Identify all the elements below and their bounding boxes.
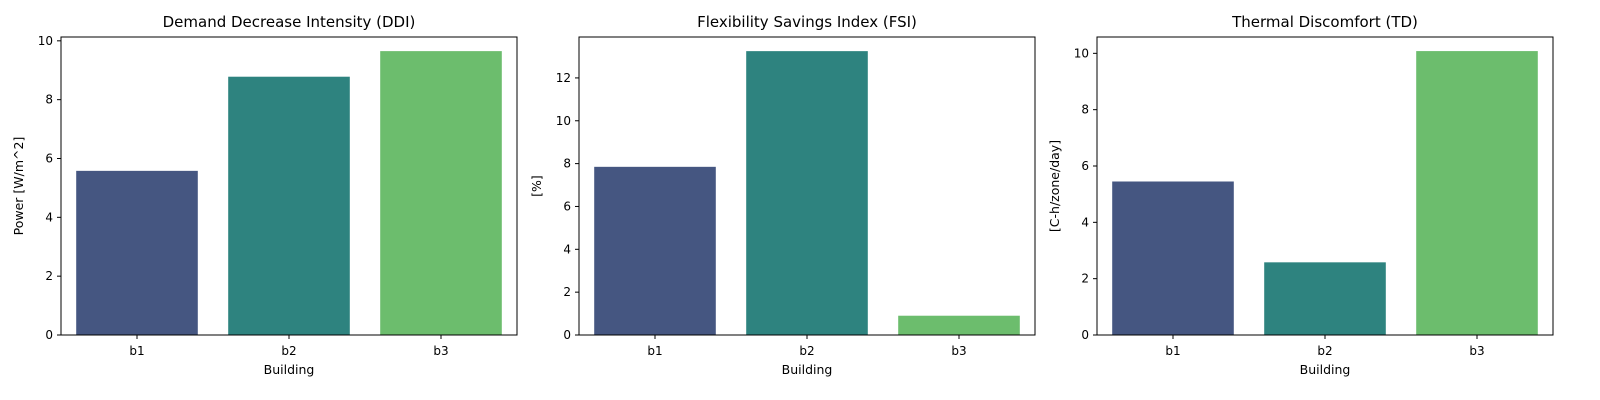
y-tick-label: 8: [563, 157, 571, 171]
bar-b1: [76, 170, 198, 335]
x-tick-label: b3: [1469, 344, 1484, 358]
y-tick-label: 8: [45, 93, 53, 107]
x-axis-label: Building: [264, 362, 315, 377]
x-tick-label: b1: [647, 344, 662, 358]
bar-b3: [380, 51, 502, 336]
y-tick-label: 2: [1081, 272, 1089, 286]
y-tick-label: 6: [1081, 159, 1089, 173]
chart-title: Demand Decrease Intensity (DDI): [163, 13, 416, 31]
chart-title: Flexibility Savings Index (FSI): [697, 13, 917, 31]
bar-b3: [1416, 51, 1538, 335]
x-tick-label: b3: [433, 344, 448, 358]
bar-b2: [746, 51, 868, 336]
bar-b3: [898, 315, 1020, 335]
chart-panel-1: Demand Decrease Intensity (DDI) b1 b2 b3 0 2 4…: [11, 13, 518, 377]
y-tick-label: 4: [1081, 215, 1089, 229]
x-tick-label: b1: [1165, 344, 1180, 358]
y-tick-label: 0: [1081, 328, 1089, 342]
x-tick-label: b1: [129, 344, 144, 358]
chart-panel-2: Flexibility Savings Index (FSI) b1 b2 b3 0 2 4…: [529, 13, 1036, 377]
x-axis-label: Building: [1300, 362, 1351, 377]
y-tick-label: 12: [556, 71, 571, 85]
chart-title: Thermal Discomfort (TD): [1231, 13, 1418, 31]
y-axis-label: [%]: [529, 175, 544, 197]
bar-b1: [594, 166, 716, 335]
y-tick-label: 4: [45, 210, 53, 224]
x-tick-label: b2: [799, 344, 814, 358]
x-tick-label: b2: [1317, 344, 1332, 358]
y-tick-label: 2: [45, 269, 53, 283]
y-tick-label: 10: [1074, 46, 1089, 60]
bar-b2: [1264, 262, 1386, 335]
x-tick-label: b3: [951, 344, 966, 358]
y-axis-label: [C-h/zone/day]: [1047, 140, 1062, 232]
y-tick-label: 8: [1081, 103, 1089, 117]
y-tick-label: 4: [563, 242, 571, 256]
y-tick-label: 2: [563, 285, 571, 299]
y-tick-label: 0: [45, 328, 53, 342]
bar-b2: [228, 76, 350, 336]
x-tick-label: b2: [281, 344, 296, 358]
y-tick-label: 6: [45, 151, 53, 165]
bar-b1: [1112, 181, 1234, 335]
chart-panel-3: Thermal Discomfort (TD) b1 b2 b3 0 2 4 6 8 10 Buil…: [1047, 13, 1554, 377]
y-tick-label: 0: [563, 328, 571, 342]
x-axis-label: Building: [782, 362, 833, 377]
y-axis-label: Power [W/m^2]: [11, 137, 26, 236]
y-tick-label: 10: [38, 34, 53, 48]
y-tick-label: 10: [556, 114, 571, 128]
y-tick-label: 6: [563, 199, 571, 213]
